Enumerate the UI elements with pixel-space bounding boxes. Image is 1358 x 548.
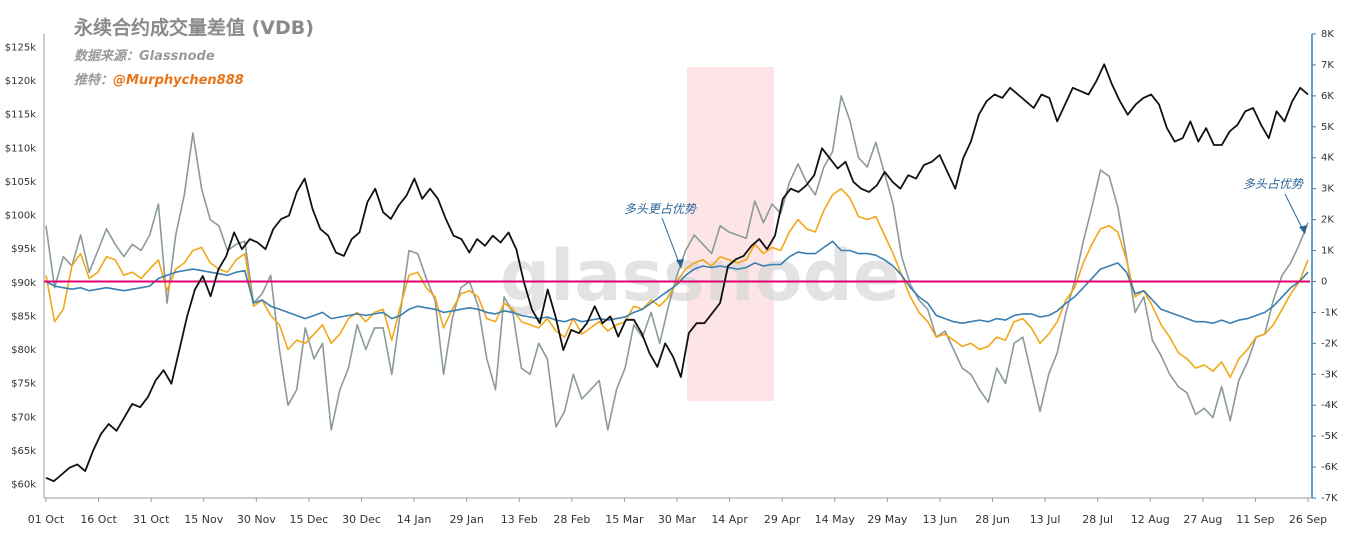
series-layer [44, 63, 1310, 483]
left-tick-label: $70k [11, 412, 36, 423]
right-tick-label: 8K [1321, 29, 1334, 40]
x-tick-label: 13 Feb [501, 513, 538, 526]
right-tick-label: 7K [1321, 60, 1334, 71]
x-tick-label: 30 Dec [342, 513, 381, 526]
left-tick-label: $65k [11, 446, 36, 457]
x-tick-label: 14 Apr [711, 513, 748, 526]
ticks-layer: $60k $65k $70k $75k $80k $85k $90k $95k $100k $10… [5, 29, 1338, 526]
x-tick-label: 16 Oct [80, 513, 117, 526]
annotation-arrowhead-1 [676, 259, 684, 268]
x-tick-label: 28 Jul [1082, 513, 1113, 526]
right-tick-label: -7K [1321, 493, 1338, 504]
source-label: 数据来源：Glassnode [74, 48, 215, 64]
x-tick-label: 15 Dec [290, 513, 329, 526]
x-tick-label: 14 May [815, 513, 856, 526]
right-tick-label: 6K [1321, 91, 1334, 102]
x-tick-label: 11 Sep [1236, 513, 1274, 526]
left-tick-label: $100k [5, 211, 36, 222]
left-tick-label: $75k [11, 379, 36, 390]
left-tick-label: $60k [11, 480, 36, 491]
x-tick-label: 01 Oct [28, 513, 65, 526]
annotation-arrowhead-2 [1299, 225, 1307, 234]
right-tick-label: -4K [1321, 400, 1338, 411]
left-tick-label: $95k [11, 244, 36, 255]
twitter-handle: @Murphychen888 [113, 73, 244, 88]
chart-title: 永续合约成交量差值 (VDB) [73, 16, 314, 39]
right-tick-label: 2K [1321, 215, 1334, 226]
x-tick-label: 28 Jun [975, 513, 1010, 526]
x-tick-label: 15 Mar [605, 513, 644, 526]
background-layer: glassnode [500, 67, 900, 401]
left-tick-label: $115k [5, 110, 36, 121]
x-tick-label: 26 Sep [1289, 513, 1327, 526]
x-tick-label: 29 Apr [764, 513, 801, 526]
right-tick-label: -2K [1321, 338, 1338, 349]
x-tick-label: 30 Nov [237, 513, 276, 526]
annotation-bulls-dominant: 多头占优势 [1243, 177, 1304, 191]
right-tick-label: 5K [1321, 122, 1334, 133]
x-tick-label: 13 Jun [923, 513, 958, 526]
left-tick-label: $110k [5, 143, 36, 154]
x-tick-label: 27 Aug [1183, 513, 1222, 526]
left-tick-label: $105k [5, 177, 36, 188]
series-line-gray [45, 95, 1309, 431]
left-tick-label: $85k [11, 311, 36, 322]
highlight-band [687, 67, 774, 401]
right-tick-label: 1K [1321, 246, 1334, 257]
x-tick-label: 15 Nov [184, 513, 223, 526]
x-tick-label: 31 Oct [133, 513, 170, 526]
x-tick-label: 29 May [867, 513, 908, 526]
handle-prefix: 推特： [74, 72, 113, 88]
left-tick-label: $120k [5, 76, 36, 87]
series-line-orange [45, 187, 1309, 379]
right-tick-label: 0 [1321, 276, 1327, 287]
annotation-bulls: 多头占优势 [1243, 177, 1307, 235]
x-tick-label: 12 Aug [1131, 513, 1170, 526]
watermark: glassnode [500, 235, 900, 317]
series-line-blue [45, 240, 1309, 325]
left-tick-label: $80k [11, 345, 36, 356]
axis-layer [43, 34, 1313, 499]
left-tick-label: $125k [5, 42, 36, 53]
right-tick-label: -3K [1321, 369, 1338, 380]
x-tick-label: 29 Jan [449, 513, 483, 526]
left-tick-label: $90k [11, 278, 36, 289]
right-tick-label: 3K [1321, 184, 1334, 195]
right-tick-label: 4K [1321, 153, 1334, 164]
series-line-price [45, 63, 1309, 483]
right-tick-label: -6K [1321, 462, 1338, 473]
x-tick-label: 14 Jan [397, 513, 431, 526]
annotation-bulls-more: 多头更占优势 [624, 202, 697, 269]
x-tick-label: 13 Jul [1030, 513, 1061, 526]
annotation-arrow-1 [661, 217, 682, 269]
x-tick-label: 28 Feb [553, 513, 590, 526]
twitter-line: 推特：@Murphychen888 [74, 72, 244, 88]
right-tick-label: -1K [1321, 307, 1338, 318]
right-tick-label: -5K [1321, 431, 1338, 442]
x-tick-label: 30 Mar [658, 513, 697, 526]
annotation-bulls-more-dominant: 多头更占优势 [624, 202, 697, 216]
